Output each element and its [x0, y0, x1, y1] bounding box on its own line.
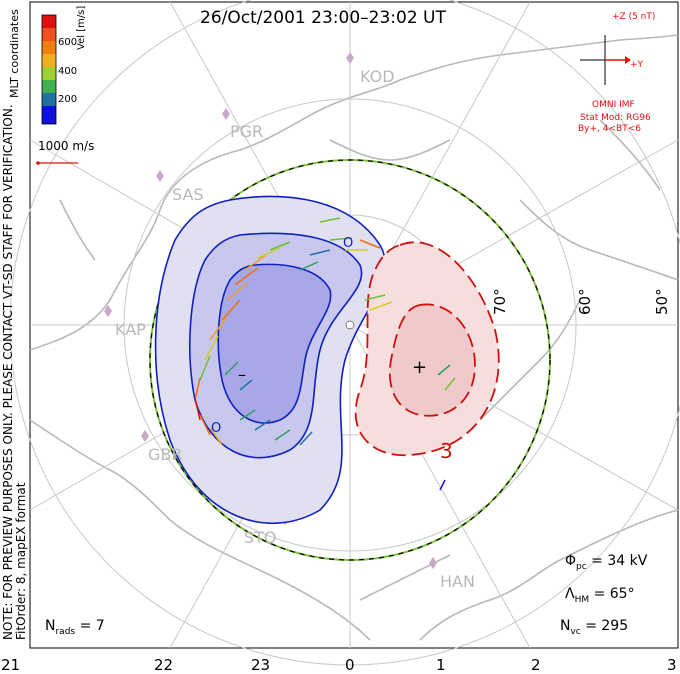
imf-source: OMNI IMF: [592, 100, 635, 110]
station-gbr: GBR: [148, 445, 183, 464]
station-sas: SAS: [172, 185, 204, 204]
mlt-label-21: 21: [1, 656, 21, 674]
mlt-label-23: 23: [251, 656, 271, 674]
stat-nrads-value: = 7: [79, 618, 105, 634]
imf-z-label: +Z (5 nT): [612, 12, 656, 22]
colorbar-tick-600: 600: [58, 37, 78, 48]
colorbar-label: Vel [m/s]: [76, 5, 87, 50]
colorbar-tick-200: 200: [58, 94, 78, 105]
velocity-vectors: [194, 217, 456, 491]
side-note: NOTE: FOR PREVIEW PURPOSES ONLY. PLEASE …: [1, 60, 30, 640]
stat-lambda-hm: ΛHM = 65°: [565, 586, 635, 605]
station-sto: STO: [244, 528, 277, 547]
lat-label-60: 60°: [576, 288, 594, 315]
max-marker: +: [412, 357, 427, 378]
stat-n-rads: Nrads = 7: [45, 618, 105, 637]
lat-label-50: 50°: [653, 288, 671, 315]
scale-vector-origin: [36, 161, 40, 165]
mlt-label-1: 1: [436, 656, 446, 674]
hm-boundary-dash: [149, 159, 551, 561]
stat-n-vc: Nvc = 295: [560, 618, 628, 637]
stat-phi-pc: Φpc = 34 kV: [565, 553, 647, 572]
positive-cell: [354, 241, 500, 456]
imf-arrowhead: [625, 56, 631, 64]
lat-label-70: 70°: [491, 288, 509, 315]
station-pgr: PGR: [230, 122, 263, 141]
contour-value-label: 3: [440, 439, 453, 463]
stat-nvc-sub: vc: [570, 626, 581, 637]
scale-vector-label: 1000 m/s: [38, 139, 95, 153]
stat-phi-symbol: Φ: [565, 553, 577, 569]
contour-marker-b: O: [343, 236, 353, 251]
stat-phi-value: = 34 kV: [591, 553, 648, 569]
stat-nrads-symbol: N: [45, 618, 56, 634]
negative-cell: [154, 195, 387, 524]
contour-marker-a: O: [211, 421, 221, 436]
station-han: HAN: [440, 572, 475, 591]
colorbar: [41, 14, 57, 125]
map-title: 26/Oct/2001 23:00–23:02 UT: [200, 8, 446, 28]
stat-nvc-symbol: N: [560, 618, 571, 634]
stat-nrads-sub: rads: [55, 626, 76, 637]
mlt-label-22: 22: [154, 656, 174, 674]
stat-nvc-value: = 295: [585, 618, 629, 634]
mlt-label-3: 3: [667, 656, 677, 674]
imf-y-label: +Y: [630, 60, 644, 70]
colorbar-tick-400: 400: [58, 66, 78, 77]
stat-lambda-symbol: Λ: [565, 586, 575, 602]
stat-lambda-sub: HM: [574, 594, 590, 605]
fit-order-note: FitOrder: 8, mapEX format: [14, 482, 28, 640]
pole-marker: [345, 320, 355, 330]
mlt-label-0: 0: [345, 656, 355, 674]
station-kod: KOD: [360, 67, 395, 86]
stat-lambda-value: = 65°: [593, 586, 635, 602]
station-kap: KAP: [115, 320, 146, 339]
stat-phi-sub: pc: [576, 561, 587, 572]
mlt-label-2: 2: [531, 656, 541, 674]
imf-model: Stat Mod: RG96: [580, 113, 651, 123]
min-marker: –: [238, 365, 246, 384]
coastlines: [29, 34, 679, 641]
imf-condition: By+, 4<BT<6: [578, 124, 641, 134]
